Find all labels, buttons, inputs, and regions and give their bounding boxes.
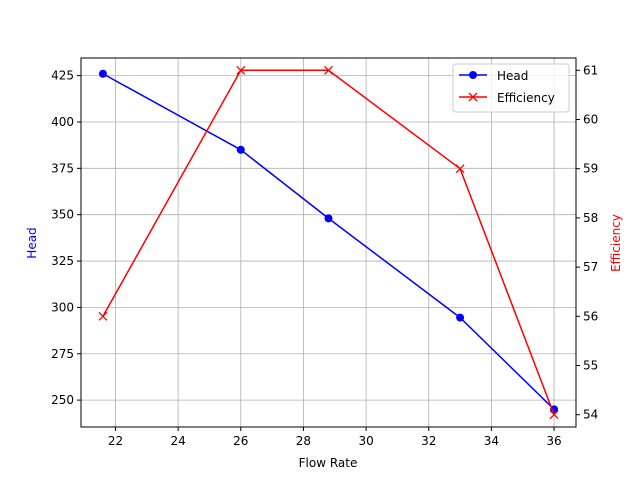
y2-tick-label: 61	[583, 63, 598, 77]
y2-tick-label: 60	[583, 113, 598, 127]
x-tick-label: 30	[358, 434, 373, 448]
data-point-marker-icon	[455, 164, 465, 174]
y-tick-label: 325	[51, 254, 74, 268]
x-tick-label: 34	[484, 434, 499, 448]
data-point-marker-icon	[98, 311, 108, 321]
plot-frame	[80, 57, 577, 428]
right-y-axis-label: Efficiency	[609, 214, 623, 272]
x-tick-label: 32	[421, 434, 436, 448]
left-y-axis-label: Head	[25, 227, 39, 258]
y2-tick-label: 59	[583, 162, 598, 176]
series-lines	[98, 65, 559, 420]
x-tick-label: 24	[170, 434, 185, 448]
y-tick-label: 375	[51, 161, 74, 175]
y-tick-label: 275	[51, 347, 74, 361]
y-tick-label: 300	[51, 300, 74, 314]
right-y-axis-ticks: 54 55 56 57 58 59 60 61	[576, 63, 598, 422]
y2-tick-label: 55	[583, 359, 598, 373]
x-axis-label: Flow Rate	[299, 456, 358, 470]
y2-tick-label: 54	[583, 408, 598, 422]
left-y-axis-ticks: 250 275 300 325 350 375 400 425	[51, 69, 81, 407]
y2-tick-label: 56	[583, 309, 598, 323]
y2-tick-label: 57	[583, 260, 598, 274]
legend: Head Efficiency	[452, 63, 570, 113]
data-point-marker-icon	[236, 145, 245, 154]
y-tick-label: 425	[51, 69, 74, 83]
x-tick-label: 36	[546, 434, 561, 448]
y-tick-label: 400	[51, 115, 74, 129]
head-line	[102, 73, 555, 410]
y-tick-label: 250	[51, 393, 74, 407]
data-point-marker-icon	[549, 410, 559, 420]
y2-tick-label: 58	[583, 211, 598, 225]
x-tick-label: 22	[108, 434, 123, 448]
legend-head-label: Head	[497, 69, 528, 83]
y-tick-label: 350	[51, 208, 74, 222]
x-axis-ticks: 22 24 26 28 30 32 34 36	[108, 427, 562, 448]
data-point-marker-icon	[98, 69, 107, 78]
legend-efficiency-label: Efficiency	[497, 91, 555, 105]
legend-efficiency-marker-icon	[468, 92, 478, 102]
legend-head-marker-icon	[469, 71, 477, 79]
data-point-marker-icon	[324, 65, 333, 75]
data-point-marker-icon	[236, 65, 246, 75]
x-tick-label: 26	[233, 434, 248, 448]
grid-lines	[81, 58, 576, 427]
data-point-marker-icon	[324, 214, 333, 223]
x-tick-label: 28	[296, 434, 311, 448]
data-point-marker-icon	[456, 313, 465, 322]
